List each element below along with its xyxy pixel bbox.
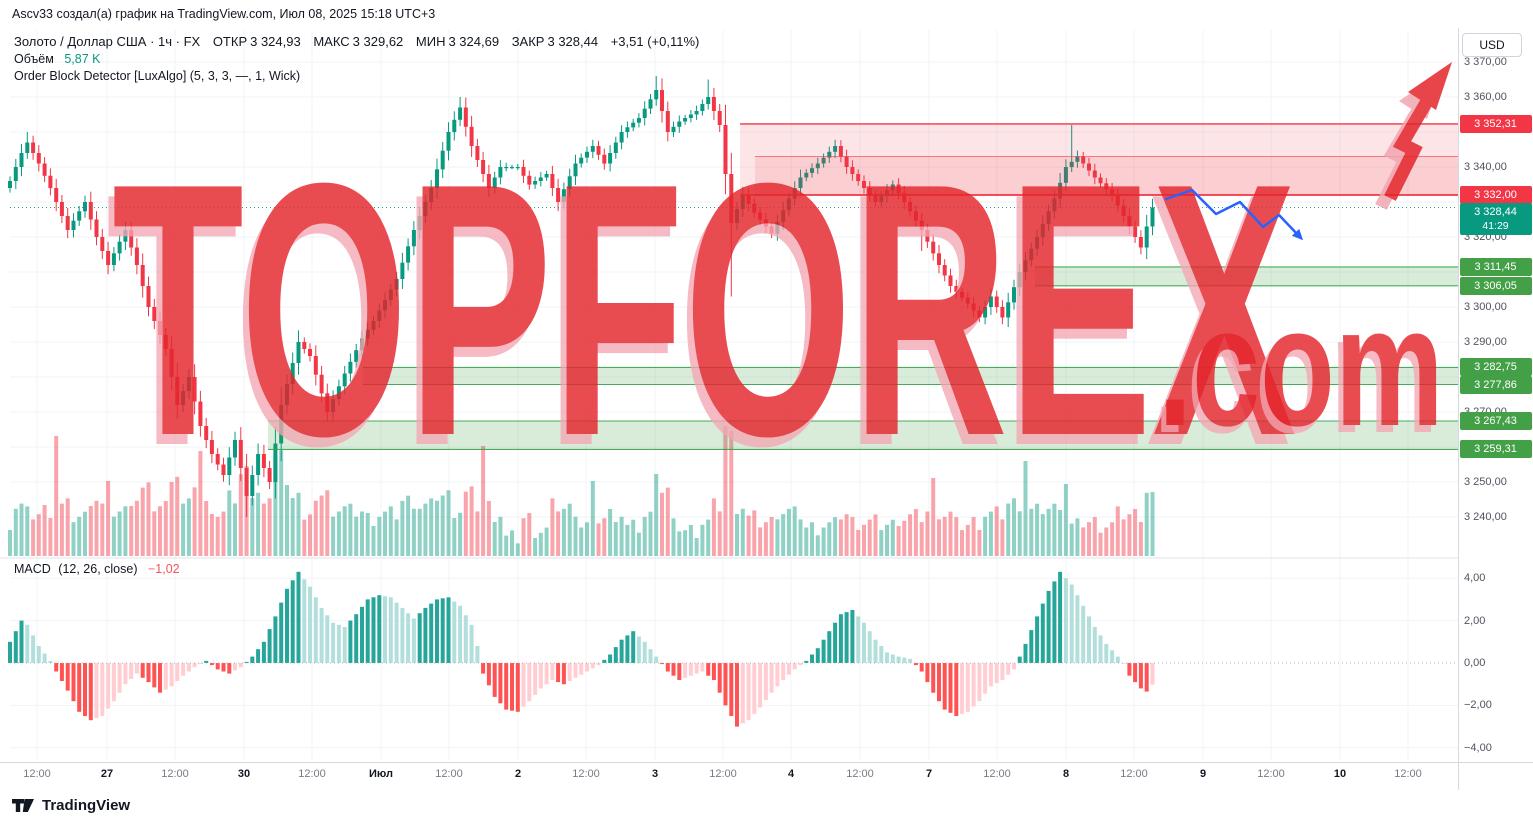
orderblock-indicator-title: Order Block Detector [LuxAlgo] (5, 3, 3,… — [14, 69, 301, 83]
orderblock-legend-row[interactable]: Order Block Detector [LuxAlgo] (5, 3, 3,… — [14, 69, 300, 83]
ohlc-low-label: МИН — [415, 34, 446, 49]
ohlc-change: +3,51 (+0,11%) — [610, 34, 700, 49]
ohlc-close-value: 3 328,44 — [547, 34, 599, 49]
ohlc-open-label: ОТКР — [212, 34, 248, 49]
ohlc-close-label: ЗАКР — [511, 34, 545, 49]
symbol-title: Золото / Доллар США · 1ч · FX — [14, 34, 201, 49]
currency-label: USD — [1479, 38, 1505, 52]
macd-histogram — [8, 571, 1155, 727]
ohlc-open-value: 3 324,93 — [250, 34, 301, 49]
projection-arrow[interactable] — [1164, 188, 1304, 241]
watermark-arrow-icon — [1375, 62, 1452, 210]
volume-series — [8, 426, 1155, 556]
ohlc-high-value: 3 329,62 — [352, 34, 404, 49]
ohlc-high-label: МАКС — [313, 34, 350, 49]
watermark-topforex: TOPFOREX — [112, 109, 1297, 511]
currency-toggle-button[interactable]: USD — [1462, 33, 1522, 57]
macd-value: −1,02 — [148, 562, 180, 576]
macd-params: (12, 26, close) — [58, 562, 138, 576]
tradingview-logo-icon — [12, 799, 34, 812]
volume-label: Объём — [14, 52, 54, 66]
macd-label: MACD — [14, 562, 51, 576]
attribution: Ascv33 создал(а) график на TradingView.c… — [12, 7, 436, 21]
macd-legend-row[interactable]: MACD (12, 26, close) −1,02 — [14, 562, 180, 576]
ohlc-low-value: 3 324,69 — [448, 34, 500, 49]
tradingview-brand-text: TradingView — [42, 797, 131, 814]
price-axis[interactable] — [1458, 28, 1533, 762]
volume-value: 5,87 K — [64, 52, 101, 66]
watermark-com: .com — [1158, 272, 1444, 462]
time-axis[interactable] — [0, 762, 1533, 828]
volume-legend-row[interactable]: Объём 5,87 K — [14, 52, 100, 66]
axis-divider — [1458, 762, 1459, 790]
symbol-legend-row[interactable]: Золото / Доллар США · 1ч · FX ОТКР 3 324,… — [14, 34, 699, 49]
tradingview-footer[interactable]: TradingView — [12, 797, 130, 814]
candlestick-series — [8, 76, 1155, 517]
